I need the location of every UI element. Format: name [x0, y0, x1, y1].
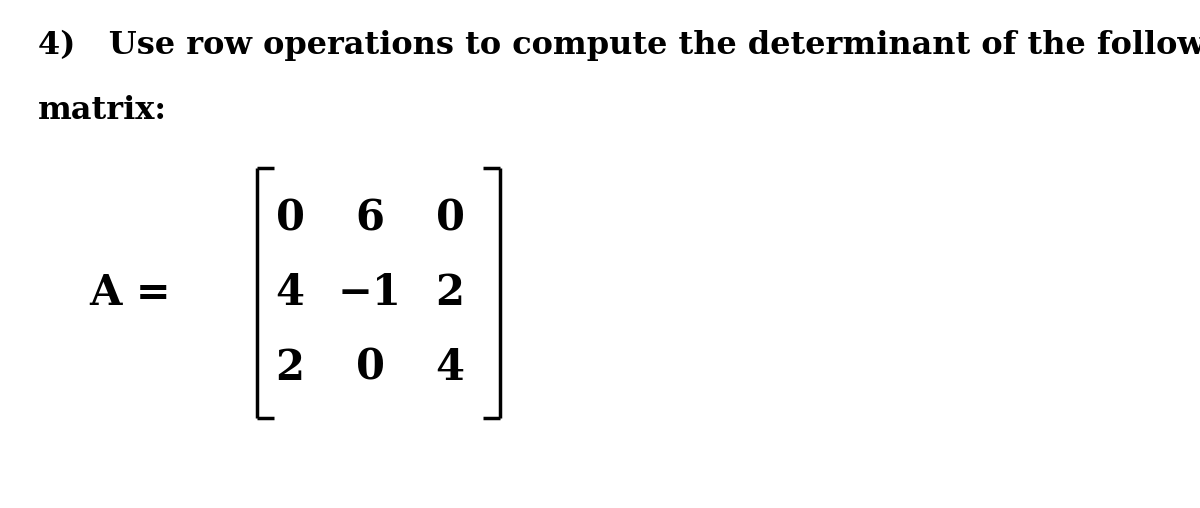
Text: 0: 0 — [436, 197, 464, 239]
Text: 2: 2 — [276, 347, 305, 389]
Text: matrix:: matrix: — [38, 95, 167, 126]
Text: A =: A = — [89, 272, 170, 314]
Text: 6: 6 — [355, 197, 384, 239]
Text: 4)   Use row operations to compute the determinant of the following: 4) Use row operations to compute the det… — [38, 30, 1200, 61]
Text: 0: 0 — [276, 197, 305, 239]
Text: 2: 2 — [436, 272, 464, 314]
Text: 4: 4 — [276, 272, 305, 314]
Text: −1: −1 — [338, 272, 402, 314]
Text: 4: 4 — [436, 347, 464, 389]
Text: 0: 0 — [355, 347, 384, 389]
